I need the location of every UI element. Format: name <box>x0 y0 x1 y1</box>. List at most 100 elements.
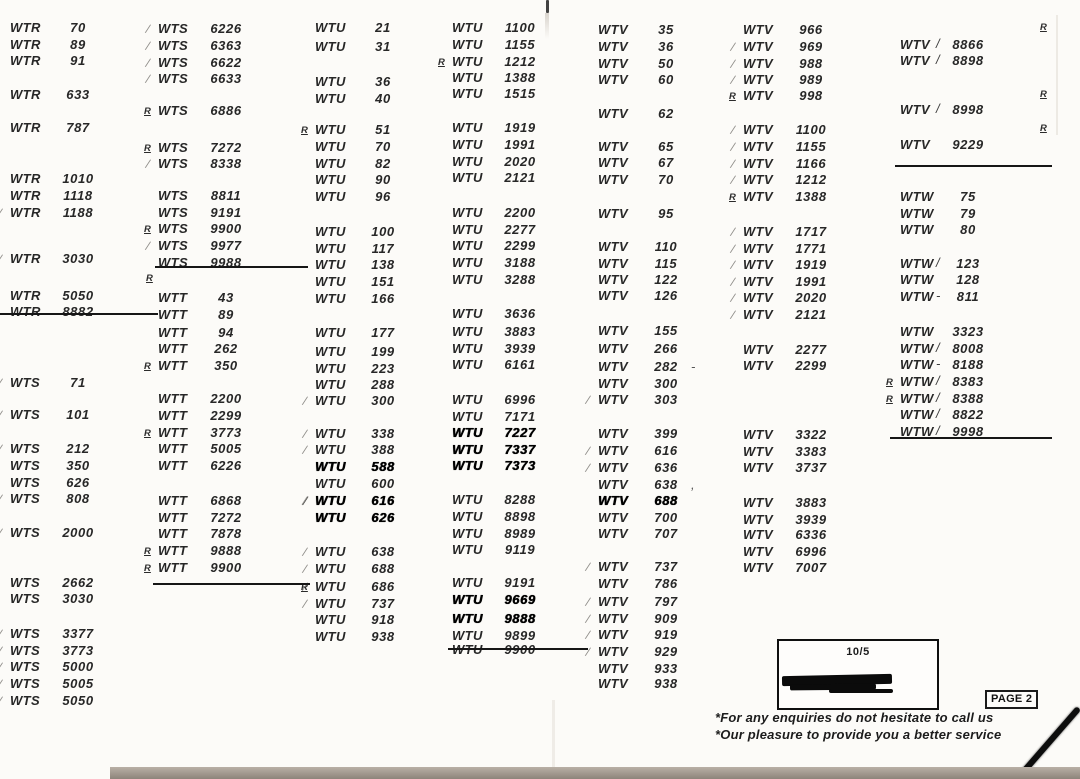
code-number: 70 <box>375 139 391 154</box>
tick-mark: / <box>145 21 151 37</box>
code-entry: / WTU 638 <box>302 545 406 560</box>
code-entry: WTV 65 <box>598 140 689 154</box>
code-number: 5005 <box>210 441 242 456</box>
handwritten-slash: / <box>936 101 941 116</box>
code-number: 1188 <box>62 205 94 220</box>
code-number: 787 <box>66 120 90 135</box>
code-number: 123 <box>956 256 980 271</box>
code-number: 6996 <box>504 392 536 407</box>
code-number: 60 <box>658 72 674 87</box>
code-number: 6868 <box>210 493 242 508</box>
code-prefix: WTU <box>315 189 346 204</box>
code-number: 122 <box>654 272 678 287</box>
group-separator-rule <box>0 313 158 315</box>
tick-mark: / <box>585 627 591 643</box>
code-number: 9669 <box>504 592 536 607</box>
code-entry: / WTS 5000 <box>0 659 101 675</box>
code-number: 1919 <box>504 120 536 135</box>
code-entry: WTV 700 <box>598 511 689 525</box>
code-number: 9998 <box>952 424 984 439</box>
code-number: 166 <box>371 291 395 306</box>
code-entry: WTU 1515 <box>452 87 543 101</box>
code-prefix: WTV <box>598 56 629 71</box>
code-prefix: WTR <box>10 120 41 135</box>
code-entry: / WTV 636 <box>585 461 689 476</box>
code-number: 82 <box>375 156 391 171</box>
code-prefix: WTW <box>900 424 934 439</box>
code-number: 6226 <box>210 458 242 473</box>
tick-mark: / <box>0 676 3 692</box>
code-prefix: WTV <box>743 495 774 510</box>
code-number: 388 <box>371 442 395 457</box>
tick-mark: / <box>0 525 3 541</box>
code-number: 155 <box>654 323 678 338</box>
code-prefix: WTS <box>158 71 189 86</box>
code-number: 2200 <box>504 205 536 220</box>
code-number: 9229 <box>952 137 984 152</box>
code-prefix: WTU <box>315 629 346 644</box>
code-number: 7373 <box>504 458 536 473</box>
code-number: 1388 <box>504 70 536 85</box>
footer-line-2: *Our pleasure to provide you a better se… <box>715 727 1002 742</box>
code-entry: WTV 2299 <box>743 359 834 373</box>
code-number: 212 <box>66 441 90 456</box>
code-entry: R WTV 998 <box>729 89 834 103</box>
code-prefix: WTV <box>598 576 629 591</box>
code-number: 7272 <box>210 140 242 155</box>
r-annotation: R <box>144 546 151 557</box>
code-number: 797 <box>654 594 678 609</box>
code-entry: / WTU 300 <box>302 394 406 409</box>
code-prefix: WTV <box>598 206 629 221</box>
code-entry: WTU 3288 <box>452 273 543 287</box>
code-number: 6622 <box>210 55 242 70</box>
code-entry: WTU 6161 <box>452 358 543 372</box>
code-prefix: WTV <box>598 644 629 659</box>
code-prefix: WTU <box>452 324 483 339</box>
code-number: 8338 <box>210 156 242 171</box>
code-prefix: WTV <box>743 307 774 322</box>
code-number: 262 <box>214 341 238 356</box>
code-number: 918 <box>371 612 395 627</box>
code-prefix: WTU <box>452 54 483 69</box>
tick-mark: / <box>145 156 151 172</box>
code-prefix: WTS <box>10 626 41 641</box>
code-number: 89 <box>70 37 86 52</box>
tick-mark: / <box>585 443 591 459</box>
code-entry: WTT 262 <box>158 342 249 356</box>
code-number: 126 <box>654 288 678 303</box>
tick-mark: / <box>585 392 591 408</box>
handwritten-slash: / <box>936 340 941 355</box>
code-entry: WTV 399 <box>598 427 689 441</box>
code-number: 3323 <box>952 324 984 339</box>
code-number: 3377 <box>62 626 94 641</box>
code-prefix: WTU <box>315 39 346 54</box>
code-prefix: WTU <box>452 542 483 557</box>
trailing-mark: - <box>691 359 696 374</box>
code-prefix: WTU <box>452 526 483 541</box>
code-prefix: WTV <box>743 241 774 256</box>
code-entry: WTV 3883 <box>743 496 834 510</box>
code-number: 626 <box>371 510 395 525</box>
date-stamp-box: 10/5 <box>777 639 939 710</box>
handwritten-slash: - <box>936 288 941 303</box>
code-number: 3883 <box>795 495 827 510</box>
code-prefix: WTW <box>900 357 934 372</box>
r-annotation: R <box>301 582 308 593</box>
code-number: 5000 <box>62 659 94 674</box>
code-prefix: WTV <box>743 460 774 475</box>
tick-mark: / <box>302 596 308 612</box>
code-prefix: WTV <box>598 22 629 37</box>
code-entry: WTU 600 <box>315 477 406 491</box>
code-number: 1991 <box>504 137 536 152</box>
code-entry: R WTS 6886 <box>144 104 249 118</box>
code-prefix: WTV <box>743 527 774 542</box>
code-number: 8822 <box>952 407 984 422</box>
code-number: 3939 <box>795 512 827 527</box>
code-number: 1388 <box>795 189 827 204</box>
code-number: 1717 <box>795 224 827 239</box>
code-entry: / WTV 1991 <box>730 275 834 290</box>
tick-mark: / <box>730 241 736 257</box>
code-number: 2121 <box>504 170 536 185</box>
code-entry: WTU 9119 <box>452 543 543 557</box>
code-entry: WTU 918 <box>315 613 406 627</box>
